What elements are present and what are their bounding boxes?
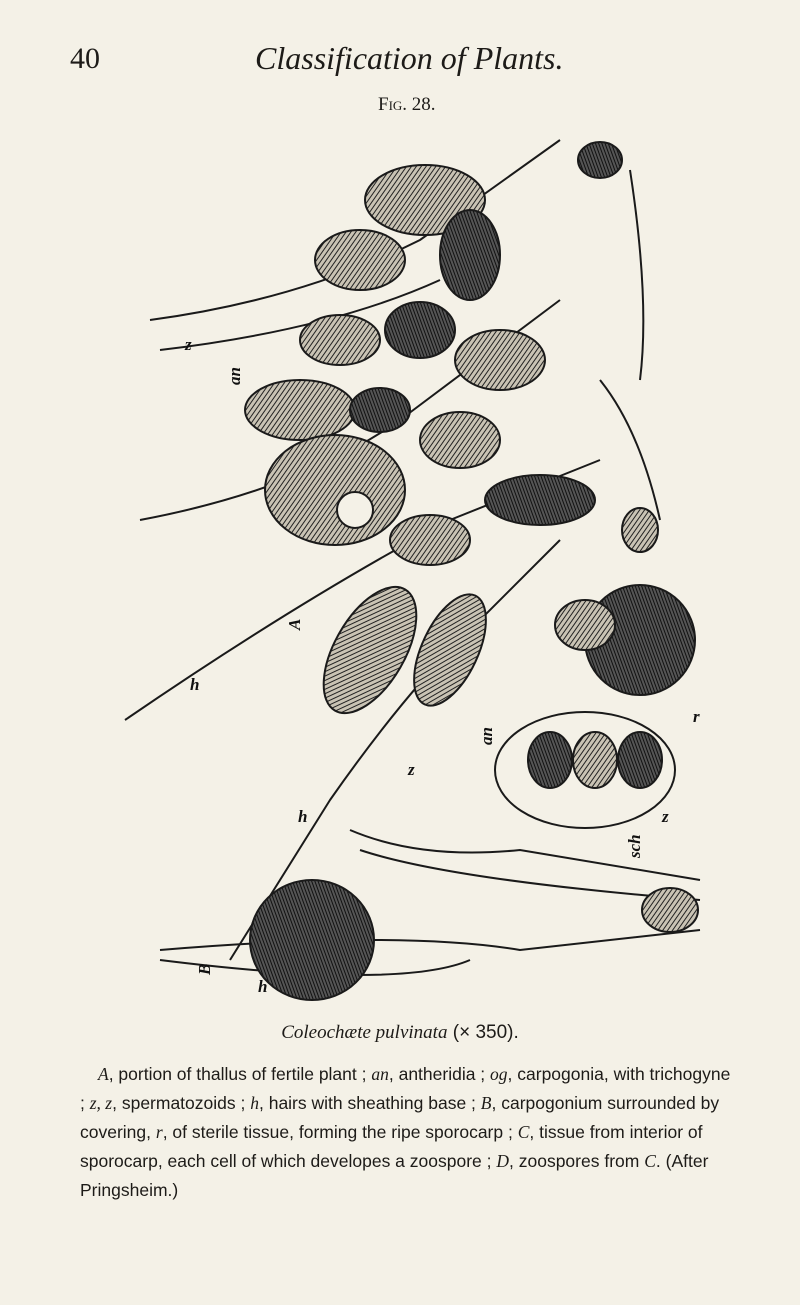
figure-label: z — [661, 807, 669, 826]
caption-title: Coleochæte pulvinata (× 350). — [0, 1022, 800, 1044]
reference-letter: C — [644, 1151, 656, 1171]
reference-letter: D — [496, 1151, 509, 1171]
figure-number: Fig. 28. — [378, 94, 436, 115]
caption-text: , carpogonia, with trichogyne ; — [80, 1064, 731, 1113]
page-number: 40 — [70, 42, 100, 75]
reference-letter: h — [250, 1093, 259, 1113]
caption-text: , hairs with sheathing base ; — [258, 1093, 481, 1113]
reference-letter: an — [371, 1064, 389, 1084]
species-name: Coleochæte pulvinata — [281, 1022, 448, 1043]
page-title: Classification of Plants. — [255, 40, 564, 76]
figure-label: h — [190, 675, 199, 694]
figure-label: sch — [625, 834, 644, 859]
cells — [244, 141, 699, 1001]
caption-text: , portion of thallus of fertile plant ; — [108, 1064, 372, 1084]
caption-text: , spermatozoids ; — [112, 1093, 251, 1113]
reference-letter: og — [490, 1064, 508, 1084]
figure-label: z — [184, 335, 192, 354]
figure-label: z — [407, 760, 415, 779]
reference-letter: C — [517, 1122, 530, 1142]
figure-label: A — [285, 619, 304, 631]
caption-text: , of sterile tissue, forming the ripe sp… — [162, 1122, 518, 1142]
figure-label: B — [195, 964, 214, 976]
caption-text: , zoospores from — [509, 1151, 645, 1171]
caption-text: , carpogonium surrounded by covering, — [80, 1093, 720, 1142]
reference-letter: z, z — [89, 1093, 113, 1113]
reference-letter: r — [155, 1122, 163, 1142]
caption-text: , tissue from interior of sporocarp, eac… — [80, 1122, 703, 1171]
figure-label: h — [298, 807, 307, 826]
caption-text: , antheridia ; — [388, 1064, 491, 1084]
reference-letter: B — [480, 1093, 492, 1113]
figure-label: r — [693, 707, 700, 726]
caption-text: . (After Pringsheim.) — [80, 1151, 709, 1200]
figure-label: h — [258, 977, 267, 996]
figure-label: an — [477, 727, 496, 745]
figure-label: an — [225, 367, 244, 385]
reference-letter: A — [98, 1064, 109, 1084]
magnification: (× 350). — [452, 1022, 519, 1043]
caption-paragraph: A, portion of thallus of fertile plant ;… — [80, 1060, 740, 1205]
